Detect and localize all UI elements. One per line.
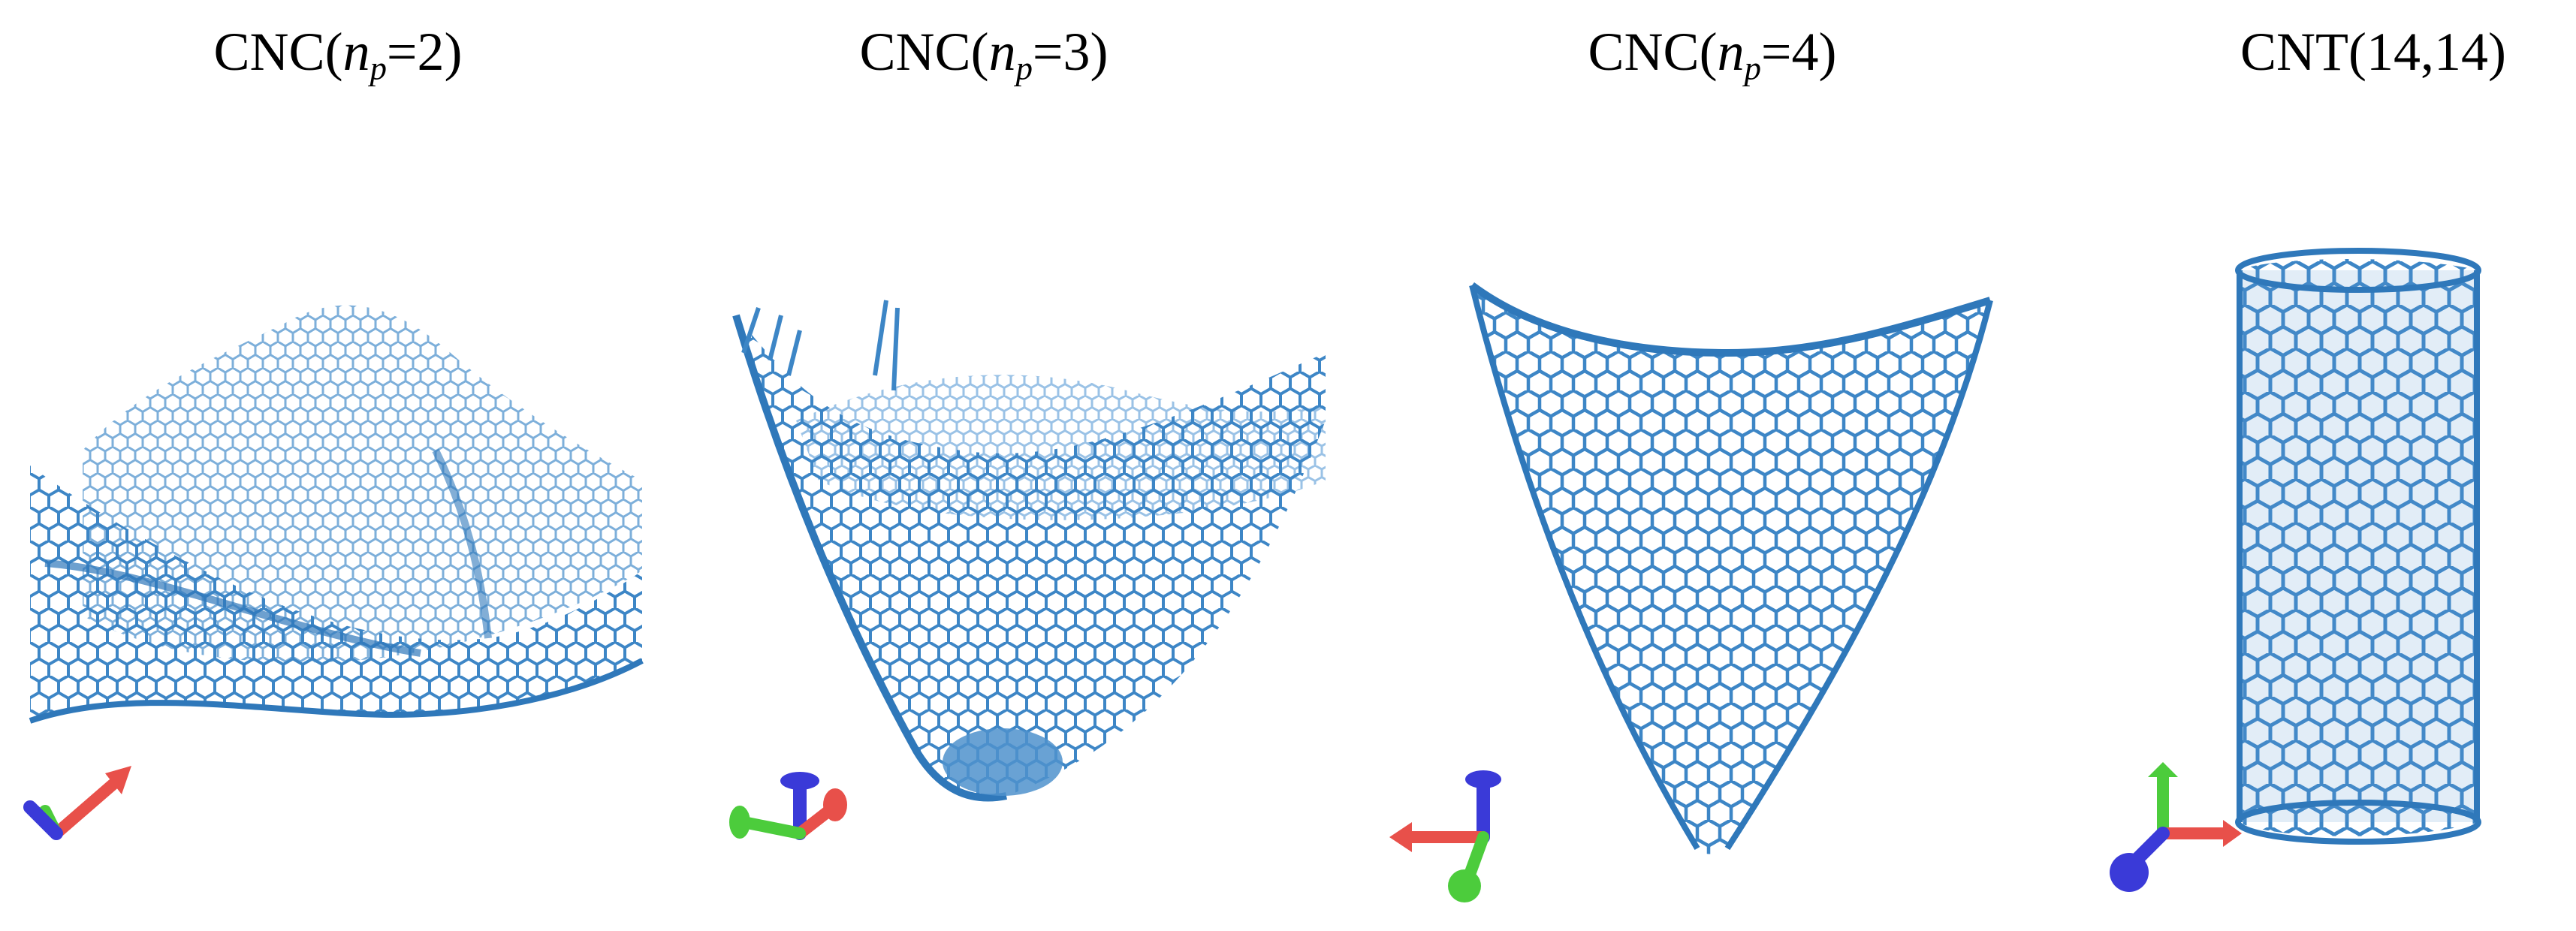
cnc-np2-structure	[23, 305, 644, 840]
cnc-np4-structure	[1389, 282, 1993, 902]
panel-cnc-np3: CNC(np=3)	[646, 0, 1337, 931]
panel-title: CNC(np=2)	[213, 22, 463, 87]
axes-triad-icon	[1389, 770, 1501, 902]
panel-cnc-np4: CNC(np=4)	[1337, 0, 2028, 931]
panel-cnt-14-14: CNT(14,14)	[2028, 0, 2576, 931]
panel-cnc-np2: CNC(np=2)	[0, 0, 646, 931]
panel-title: CNT(14,14)	[2240, 22, 2506, 82]
axes-triad-icon	[23, 766, 131, 840]
panel-title: CNC(np=3)	[859, 22, 1109, 87]
cnt-structure	[2110, 248, 2481, 892]
axes-triad-icon	[729, 772, 847, 840]
axes-triad-icon	[2110, 762, 2242, 892]
panel-title: CNC(np=4)	[1588, 22, 1837, 87]
cnc-np3-structure	[646, 0, 1326, 840]
